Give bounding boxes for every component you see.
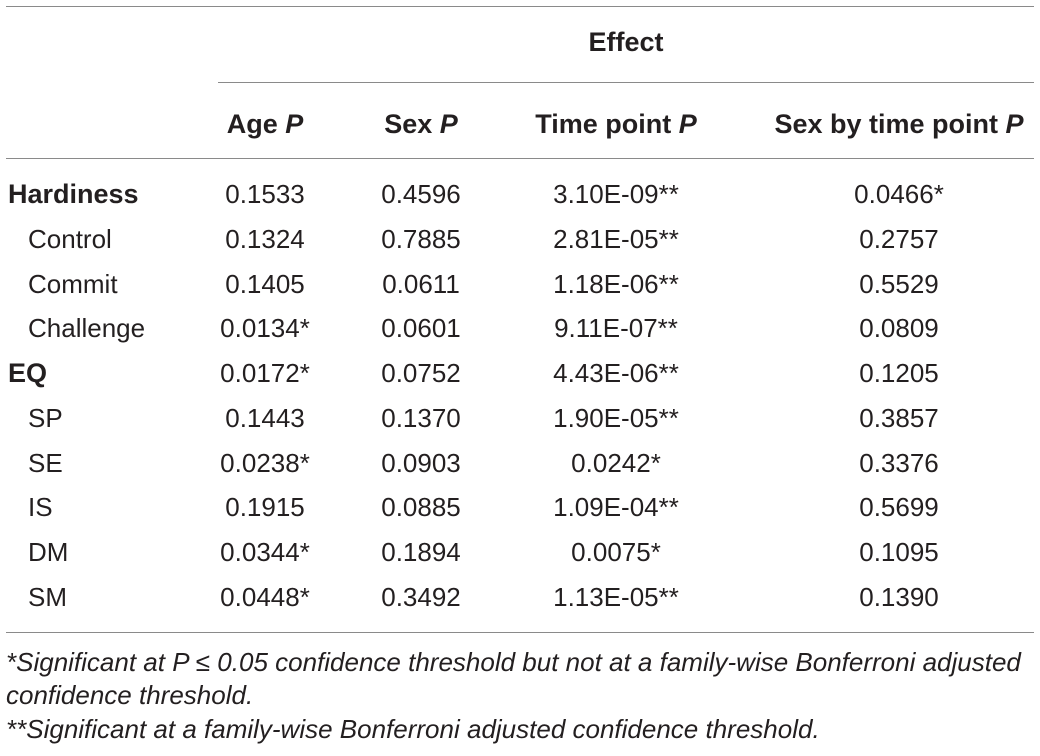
row-label: Commit — [28, 269, 118, 299]
table-row: Hardiness 0.1533 0.4596 3.10E-09** 0.046… — [0, 172, 1040, 216]
sex-p-value: 0.4596 — [381, 179, 461, 209]
table-row: Control 0.1324 0.7885 2.81E-05** 0.2757 — [0, 217, 1040, 261]
table-row: SE 0.0238* 0.0903 0.0242* 0.3376 — [0, 441, 1040, 485]
sex-p-value: 0.0611 — [382, 269, 460, 299]
effect-group-header: Effect — [588, 27, 664, 57]
sex-by-time-point-p-value: 0.1205 — [859, 358, 939, 388]
time-point-p-value: 3.10E-09** — [553, 179, 679, 209]
time-point-p-value: 9.11E-07** — [554, 313, 678, 343]
table-row: SP 0.1443 0.1370 1.90E-05** 0.3857 — [0, 396, 1040, 440]
time-point-p-value: 2.81E-05** — [553, 224, 679, 254]
age-p-value: 0.1405 — [225, 269, 305, 299]
age-p-value: 0.0238* — [220, 448, 310, 478]
row-label: Control — [28, 224, 112, 254]
table-row: Commit 0.1405 0.0611 1.18E-06** 0.5529 — [0, 262, 1040, 306]
row-label: IS — [28, 492, 53, 522]
age-p-value: 0.1324 — [225, 224, 305, 254]
header-bottom-rule — [6, 158, 1034, 159]
column-header-age: Age P — [226, 109, 304, 139]
sex-p-value: 0.0903 — [381, 448, 461, 478]
age-p-value: 0.0344* — [220, 537, 310, 567]
sex-p-value: 0.3492 — [381, 582, 461, 612]
sex-by-time-point-p-value: 0.3376 — [859, 448, 939, 478]
row-label: Hardiness — [8, 179, 139, 209]
row-label: SP — [28, 403, 63, 433]
sex-p-value: 0.0752 — [381, 358, 461, 388]
table-row: Challenge 0.0134* 0.0601 9.11E-07** 0.08… — [0, 306, 1040, 350]
row-label: SE — [28, 448, 63, 478]
time-point-p-value: 4.43E-06** — [553, 358, 679, 388]
column-header-sex-by-time-point: Sex by time point P — [774, 109, 1024, 139]
table-row: EQ 0.0172* 0.0752 4.43E-06** 0.1205 — [0, 351, 1040, 395]
row-label: SM — [28, 582, 67, 612]
table-row: SM 0.0448* 0.3492 1.13E-05** 0.1390 — [0, 575, 1040, 619]
sex-p-value: 0.1894 — [381, 537, 461, 567]
age-p-value: 0.1533 — [225, 179, 305, 209]
row-label: DM — [28, 537, 69, 567]
age-p-value: 0.1443 — [225, 403, 305, 433]
age-p-value: 0.1915 — [225, 492, 305, 522]
table-bottom-rule — [6, 632, 1034, 633]
effect-header-rule — [218, 82, 1034, 83]
sex-by-time-point-p-value: 0.5529 — [859, 269, 939, 299]
time-point-p-value: 0.0075* — [571, 537, 661, 567]
table-row: IS 0.1915 0.0885 1.09E-04** 0.5699 — [0, 485, 1040, 529]
sex-p-value: 0.7885 — [381, 224, 461, 254]
sex-by-time-point-p-value: 0.1390 — [859, 582, 939, 612]
row-label: EQ — [8, 358, 48, 388]
age-p-value: 0.0172* — [220, 358, 310, 388]
time-point-p-value: 1.90E-05** — [553, 403, 679, 433]
sex-by-time-point-p-value: 0.0466* — [854, 179, 944, 209]
sex-p-value: 0.0885 — [381, 492, 461, 522]
column-header-sex: Sex P — [384, 109, 458, 139]
column-header-time-point: Time point P — [535, 109, 697, 139]
time-point-p-value: 1.09E-04** — [553, 492, 679, 522]
sex-by-time-point-p-value: 0.0809 — [859, 313, 939, 343]
table-row: DM 0.0344* 0.1894 0.0075* 0.1095 — [0, 530, 1040, 574]
sex-p-value: 0.1370 — [381, 403, 461, 433]
sex-by-time-point-p-value: 0.2757 — [859, 224, 939, 254]
time-point-p-value: 1.18E-06** — [553, 269, 679, 299]
footnote-double-asterisk: **Significant at a family-wise Bonferron… — [6, 714, 820, 744]
age-p-value: 0.0448* — [220, 582, 310, 612]
sex-by-time-point-p-value: 0.3857 — [859, 403, 939, 433]
time-point-p-value: 1.13E-05** — [553, 582, 679, 612]
table-top-rule — [6, 6, 1034, 7]
row-label: Challenge — [28, 313, 146, 343]
age-p-value: 0.0134* — [220, 313, 310, 343]
sex-by-time-point-p-value: 0.1095 — [859, 537, 939, 567]
footnote-single-asterisk: *Significant at P ≤ 0.05 confidence thre… — [6, 647, 1021, 710]
time-point-p-value: 0.0242* — [571, 448, 661, 478]
sex-p-value: 0.0601 — [381, 313, 461, 343]
sex-by-time-point-p-value: 0.5699 — [859, 492, 939, 522]
